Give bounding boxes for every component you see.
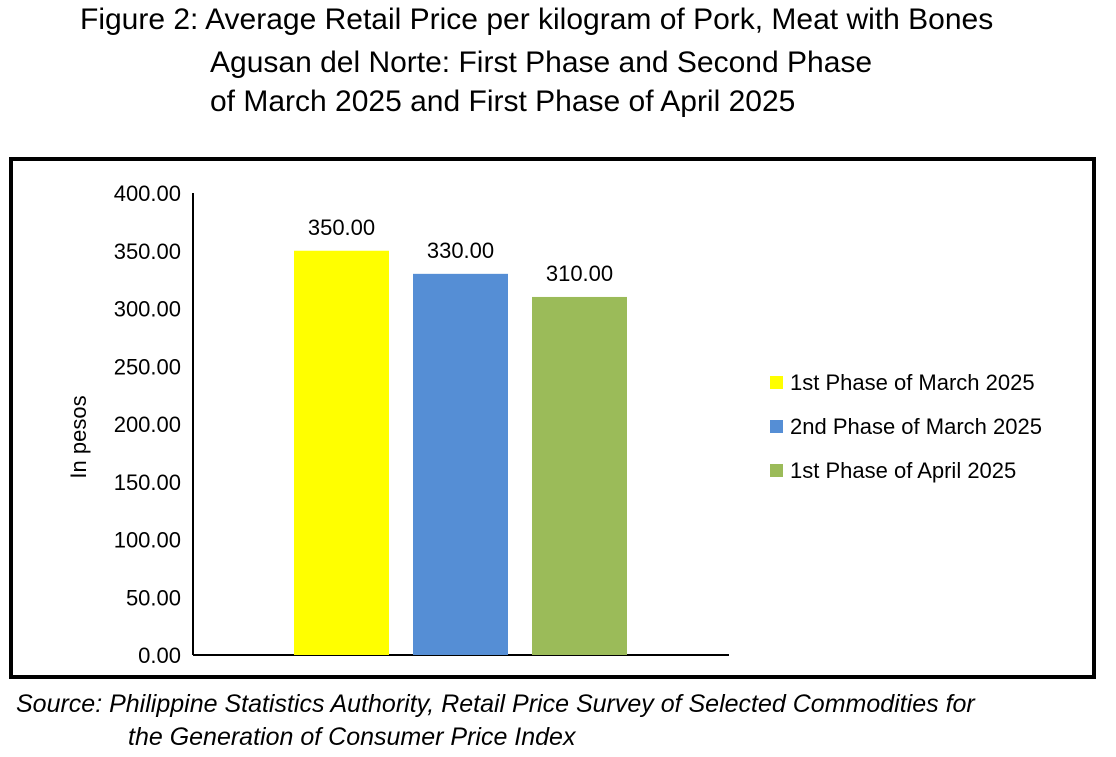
y-tick-label: 0.00 xyxy=(138,643,181,668)
y-tick-label: 100.00 xyxy=(114,528,181,553)
data-label: 350.00 xyxy=(308,215,375,240)
data-label: 330.00 xyxy=(427,238,494,263)
legend-swatch xyxy=(770,376,783,389)
chart-title-line-1: Figure 2: Average Retail Price per kilog… xyxy=(80,3,994,36)
bar-chart: 0.00 50.00 100.00 150.00 200.00 250.00 300.00 3… xyxy=(66,181,1042,668)
y-tick-label: 350.00 xyxy=(114,239,181,264)
legend-entry: 1st Phase of April 2025 xyxy=(790,458,1016,483)
bars xyxy=(294,250,627,655)
y-tick-labels: 0.00 50.00 100.00 150.00 200.00 250.00 300.00 3… xyxy=(114,181,181,668)
source-note-line-2: the Generation of Consumer Price Index xyxy=(128,723,576,751)
legend-swatch xyxy=(770,420,783,433)
y-axis-label: In pesos xyxy=(66,395,91,478)
y-tick-label: 400.00 xyxy=(114,181,181,206)
y-tick-label: 250.00 xyxy=(114,354,181,379)
bar xyxy=(294,250,389,655)
legend-entry: 1st Phase of March 2025 xyxy=(790,370,1035,395)
y-tick-label: 50.00 xyxy=(126,585,181,610)
legend-entry: 2nd Phase of March 2025 xyxy=(790,414,1042,439)
data-label: 310.00 xyxy=(546,261,613,286)
y-tick-label: 300.00 xyxy=(114,297,181,322)
data-labels: 350.00 330.00 310.00 xyxy=(308,215,613,286)
y-tick-label: 200.00 xyxy=(114,412,181,437)
legend: 1st Phase of March 2025 2nd Phase of Marc… xyxy=(770,370,1042,483)
chart-title-line-2: Agusan del Norte: First Phase and Second… xyxy=(210,46,873,79)
bar xyxy=(532,296,627,655)
legend-swatch xyxy=(770,464,783,477)
chart-frame: 0.00 50.00 100.00 150.00 200.00 250.00 300.00 3… xyxy=(9,157,1096,679)
source-note-line-1: Source: Philippine Statistics Authority,… xyxy=(16,690,975,718)
y-tick-label: 150.00 xyxy=(114,470,181,495)
bar xyxy=(413,273,508,655)
chart-title-line-3: of March 2025 and First Phase of April 2… xyxy=(210,85,796,118)
